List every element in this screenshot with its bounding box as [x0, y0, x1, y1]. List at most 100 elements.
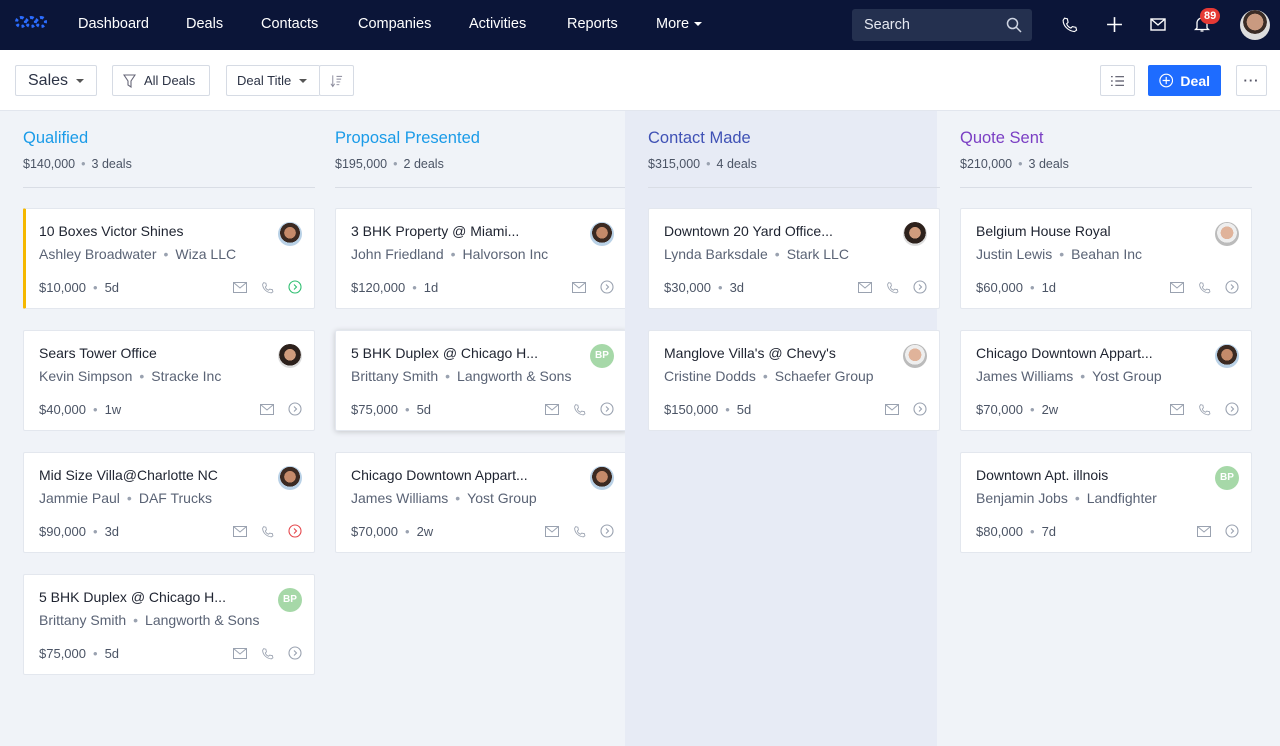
deal-card[interactable]: 3 BHK Property @ Miami... John Friedland •… — [335, 208, 627, 309]
contact-name[interactable]: Justin Lewis — [976, 246, 1053, 262]
deal-title[interactable]: Downtown Apt. illnois — [976, 467, 1109, 483]
chevron-right-circle-icon[interactable] — [913, 280, 927, 294]
logo[interactable] — [15, 16, 47, 28]
mail-icon[interactable] — [545, 525, 559, 537]
company-name[interactable]: Langworth & Sons — [457, 368, 572, 384]
contact-name[interactable]: James Williams — [976, 368, 1074, 384]
deal-card[interactable]: Downtown Apt. illnois Benjamin Jobs • Landf… — [960, 452, 1252, 553]
mail-icon[interactable] — [1197, 525, 1211, 537]
mail-icon[interactable] — [858, 281, 872, 293]
deal-title[interactable]: 3 BHK Property @ Miami... — [351, 223, 520, 239]
phone-icon[interactable] — [261, 281, 274, 294]
company-name[interactable]: Wiza LLC — [175, 246, 237, 262]
phone-icon[interactable] — [261, 525, 274, 538]
nav-companies[interactable]: Companies — [358, 16, 432, 32]
contact-name[interactable]: John Friedland — [351, 246, 444, 262]
company-name[interactable]: Landfighter — [1086, 490, 1157, 506]
mail-icon[interactable] — [260, 403, 274, 415]
mail-icon[interactable] — [885, 403, 899, 415]
nav-dashboard[interactable]: Dashboard — [78, 16, 149, 32]
chevron-right-circle-icon[interactable] — [1225, 402, 1239, 416]
contact-name[interactable]: Brittany Smith — [39, 612, 127, 628]
chevron-right-circle-icon[interactable] — [600, 524, 614, 538]
mail-icon[interactable] — [572, 281, 586, 293]
more-options-icon[interactable]: ··· — [1236, 65, 1267, 96]
contact-name[interactable]: Benjamin Jobs — [976, 490, 1068, 506]
deal-card[interactable]: Sears Tower Office Kevin Simpson • Stracke … — [23, 330, 315, 431]
chevron-right-circle-icon[interactable] — [1225, 280, 1239, 294]
search-input[interactable]: Search — [852, 9, 1032, 41]
deal-title[interactable]: Manglove Villa's @ Chevy's — [664, 345, 836, 361]
contact-name[interactable]: Kevin Simpson — [39, 368, 133, 384]
chevron-right-circle-icon[interactable] — [288, 280, 302, 294]
deal-title[interactable]: Chicago Downtown Appart... — [976, 345, 1153, 361]
company-name[interactable]: DAF Trucks — [138, 490, 212, 506]
deal-title[interactable]: Mid Size Villa@Charlotte NC — [39, 467, 218, 483]
mail-icon[interactable] — [233, 281, 247, 293]
mail-icon[interactable] — [1170, 403, 1184, 415]
deal-card[interactable]: Chicago Downtown Appart... James Williams… — [960, 330, 1252, 431]
deal-card[interactable]: 5 BHK Duplex @ Chicago H... Brittany Smit… — [335, 330, 627, 431]
chevron-right-circle-icon[interactable] — [288, 524, 302, 538]
nav-deals[interactable]: Deals — [186, 16, 224, 32]
chevron-right-circle-icon[interactable] — [600, 402, 614, 416]
deal-card[interactable]: 10 Boxes Victor Shines Ashley Broadwater •… — [23, 208, 315, 309]
user-avatar[interactable] — [1240, 10, 1270, 40]
list-view-button[interactable] — [1100, 65, 1135, 96]
sort-field-select[interactable]: Deal Title — [226, 65, 320, 96]
add-deal-button[interactable]: Deal — [1148, 65, 1221, 96]
sort-order-button[interactable] — [319, 65, 354, 96]
contact-name[interactable]: Lynda Barksdale — [664, 246, 768, 262]
deal-card[interactable]: Downtown 20 Yard Office... Lynda Barksdal… — [648, 208, 940, 309]
chevron-right-circle-icon[interactable] — [288, 402, 302, 416]
deal-title[interactable]: Belgium House Royal — [976, 223, 1111, 239]
deal-card[interactable]: Chicago Downtown Appart... James Williams… — [335, 452, 627, 553]
filter-button[interactable]: All Deals — [112, 65, 210, 96]
mail-icon[interactable] — [545, 403, 559, 415]
nav-more[interactable]: More — [656, 16, 703, 32]
mail-icon[interactable] — [1150, 18, 1166, 31]
phone-icon[interactable] — [573, 525, 586, 538]
company-name[interactable]: Stark LLC — [786, 246, 849, 262]
nav-reports[interactable]: Reports — [567, 16, 618, 32]
phone-icon[interactable] — [1061, 16, 1078, 33]
phone-icon[interactable] — [261, 647, 274, 660]
mail-icon[interactable] — [1170, 281, 1184, 293]
company-name[interactable]: Schaefer Group — [774, 368, 874, 384]
chevron-right-circle-icon[interactable] — [288, 646, 302, 660]
nav-contacts[interactable]: Contacts — [261, 16, 319, 32]
pipeline-select[interactable]: Sales — [15, 65, 97, 96]
contact-name[interactable]: Brittany Smith — [351, 368, 439, 384]
deal-title[interactable]: 10 Boxes Victor Shines — [39, 223, 184, 239]
contact-name[interactable]: Jammie Paul — [39, 490, 120, 506]
chevron-right-circle-icon[interactable] — [600, 280, 614, 294]
company-name[interactable]: Yost Group — [467, 490, 537, 506]
mail-icon[interactable] — [233, 525, 247, 537]
deal-title[interactable]: 5 BHK Duplex @ Chicago H... — [351, 345, 538, 361]
company-name[interactable]: Yost Group — [1092, 368, 1162, 384]
deal-card[interactable]: Manglove Villa's @ Chevy's Cristine Dodds… — [648, 330, 940, 431]
deal-card[interactable]: 5 BHK Duplex @ Chicago H... Brittany Smit… — [23, 574, 315, 675]
company-name[interactable]: Halvorson Inc — [462, 246, 549, 262]
phone-icon[interactable] — [1198, 281, 1211, 294]
contact-name[interactable]: Ashley Broadwater — [39, 246, 157, 262]
plus-icon[interactable] — [1106, 16, 1123, 33]
deal-title[interactable]: 5 BHK Duplex @ Chicago H... — [39, 589, 226, 605]
phone-icon[interactable] — [1198, 403, 1211, 416]
chevron-right-circle-icon[interactable] — [913, 402, 927, 416]
deal-title[interactable]: Sears Tower Office — [39, 345, 157, 361]
phone-icon[interactable] — [573, 403, 586, 416]
deal-card[interactable]: Belgium House Royal Justin Lewis • Beahan I… — [960, 208, 1252, 309]
deal-card[interactable]: Mid Size Villa@Charlotte NC Jammie Paul • D… — [23, 452, 315, 553]
company-name[interactable]: Stracke Inc — [151, 368, 222, 384]
mail-icon[interactable] — [233, 647, 247, 659]
company-name[interactable]: Langworth & Sons — [145, 612, 260, 628]
company-name[interactable]: Beahan Inc — [1071, 246, 1143, 262]
phone-icon[interactable] — [886, 281, 899, 294]
chevron-right-circle-icon[interactable] — [1225, 524, 1239, 538]
deal-title[interactable]: Downtown 20 Yard Office... — [664, 223, 833, 239]
contact-name[interactable]: James Williams — [351, 490, 449, 506]
deal-title[interactable]: Chicago Downtown Appart... — [351, 467, 528, 483]
nav-activities[interactable]: Activities — [469, 16, 527, 32]
contact-name[interactable]: Cristine Dodds — [664, 368, 756, 384]
